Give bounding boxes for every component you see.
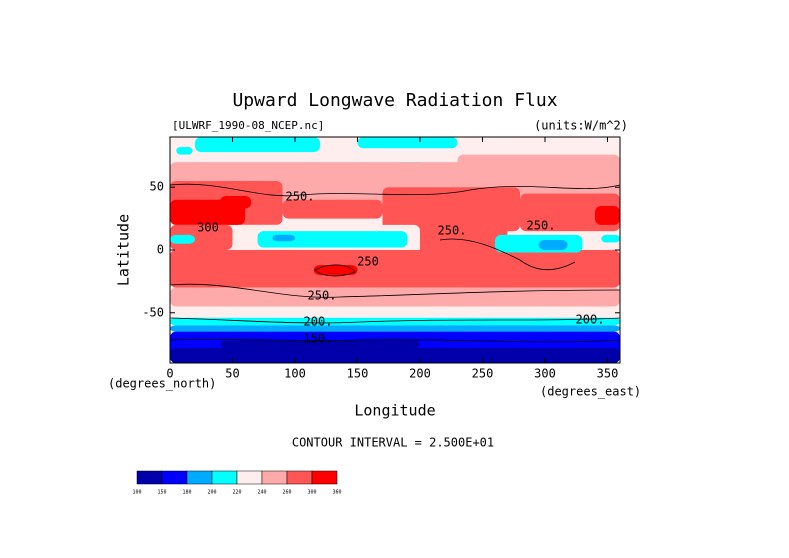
contour-fill <box>601 234 620 243</box>
colorbar-swatch <box>186 470 213 485</box>
contour-label: 250. <box>286 190 315 204</box>
contour-fill <box>313 265 358 276</box>
contour-fill <box>520 193 620 232</box>
contour-lines <box>169 183 621 343</box>
contour-line <box>169 339 621 343</box>
colorbar-swatch <box>161 470 188 485</box>
contour-fill <box>170 317 620 326</box>
contour-label: 250. <box>527 219 556 233</box>
contour-label: 250 <box>357 255 379 269</box>
contour-label: 250. <box>308 289 337 303</box>
y-tick-label: -50 <box>142 305 164 319</box>
contour-fill <box>220 340 420 348</box>
contour-interval: CONTOUR INTERVAL = 2.500E+01 <box>292 436 494 450</box>
subtitle-left: [ULWRF_1990-08_NCEP.nc] <box>172 119 324 132</box>
contour-line <box>169 283 621 298</box>
contour-fill <box>357 137 458 149</box>
subtitle-right: (units:W/m^2) <box>534 119 628 133</box>
x-tick-label: 100 <box>284 367 306 381</box>
x-tick-label: 300 <box>534 367 556 381</box>
colorbar-label: 220 <box>232 490 241 496</box>
colorbar-label: 180 <box>182 490 191 496</box>
contour-fill <box>257 231 408 248</box>
contour-fill <box>195 137 320 153</box>
colorbar-label: 300 <box>307 490 316 496</box>
contour-fills <box>170 137 620 363</box>
x-tick-label: 50 <box>225 367 239 381</box>
y-axis-label: Latitude <box>115 214 133 286</box>
contour-fill <box>282 199 383 219</box>
contour-line <box>439 238 576 271</box>
colorbar-label: 360 <box>332 490 341 496</box>
colorbar-swatch <box>136 470 163 485</box>
y-tick-label: 50 <box>150 180 164 194</box>
y-unit: (degrees_north) <box>108 377 216 391</box>
chart-title: Upward Longwave Radiation Flux <box>232 90 557 111</box>
x-tick-label: 150 <box>347 367 369 381</box>
x-axis-label: Longitude <box>354 402 435 420</box>
contour-fill <box>382 187 520 232</box>
contour-labels: 250. 300 250. 250. 250 250. 200. 200. 150. <box>197 190 604 346</box>
contour-fill <box>170 325 620 332</box>
ticks: 0 50 100 150 200 250 300 350 -50 0 50 <box>142 137 620 381</box>
contour-fill <box>420 224 508 257</box>
colorbar-swatch <box>261 470 288 485</box>
x-tick-label: 350 <box>597 367 619 381</box>
x-tick-label: 0 <box>166 367 173 381</box>
contour-line <box>169 183 621 197</box>
contour-fill <box>457 154 620 175</box>
contour-fill <box>272 234 295 242</box>
contour-fill <box>176 147 193 155</box>
x-tick-label: 200 <box>409 367 431 381</box>
colorbar-label: 240 <box>257 490 266 496</box>
contour-label: 250. <box>438 224 467 238</box>
contour-label: 200. <box>304 315 333 329</box>
contour-fill <box>220 196 252 209</box>
colorbar-swatch <box>236 470 263 485</box>
colorbar-label: 260 <box>282 490 291 496</box>
contour-fill <box>595 206 620 225</box>
colorbar-label: 200 <box>207 490 216 496</box>
colorbar: 100 150 180 200 220 240 260 300 360 <box>132 470 342 496</box>
colorbar-swatch <box>286 470 313 485</box>
contour-label: 300 <box>197 221 219 235</box>
contour-fill <box>495 234 583 253</box>
contour-fill <box>170 250 620 288</box>
contour-fill <box>170 234 195 244</box>
colorbar-swatch <box>311 470 338 485</box>
contour-fill <box>538 239 568 250</box>
colorbar-swatch <box>211 470 238 485</box>
contour-label: 150. <box>304 332 333 346</box>
x-tick-label: 250 <box>472 367 494 381</box>
y-tick-label: 0 <box>157 243 164 257</box>
contour-fill <box>170 347 620 363</box>
colorbar-label: 100 <box>132 490 141 496</box>
contour-line <box>314 264 356 277</box>
x-unit: (degrees_east) <box>540 385 641 399</box>
contour-fill <box>170 306 620 318</box>
contour-line <box>169 317 621 324</box>
contour-fill <box>457 287 520 301</box>
contour-label: 200. <box>576 313 605 327</box>
colorbar-label: 150 <box>157 490 166 496</box>
